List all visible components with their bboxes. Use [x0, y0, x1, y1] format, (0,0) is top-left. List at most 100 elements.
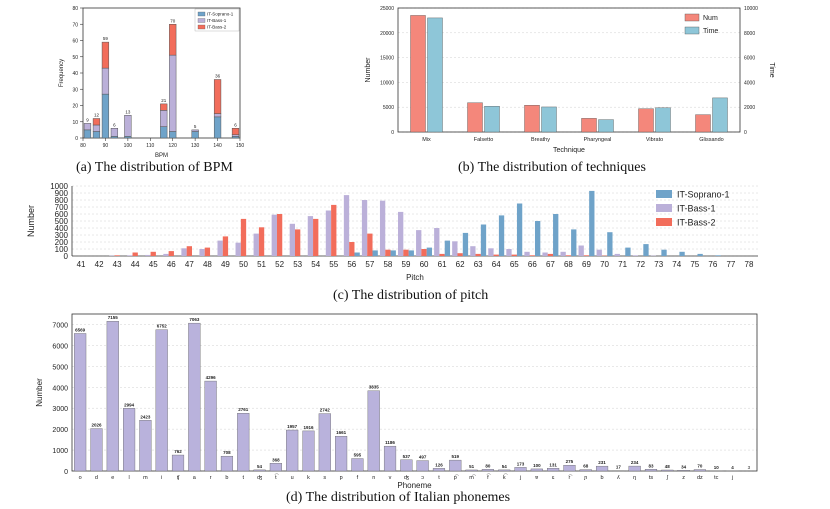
phoneme-bar-label: 2423	[140, 414, 151, 419]
x-tick-label: 140	[213, 143, 222, 149]
x-tick-label: z	[682, 475, 685, 481]
x-tick-label: 49	[221, 260, 230, 269]
bpm-bar-it-soprano-1	[160, 126, 168, 139]
x-tick-label: 55	[329, 260, 338, 269]
x-tick-label: 77	[726, 260, 735, 269]
x-tick-label: ts	[649, 475, 654, 481]
x-tick-label: t	[242, 475, 244, 481]
x-tick-label: m͡	[469, 474, 476, 481]
x-tick-label: ʤ	[257, 475, 262, 481]
phoneme-bar	[269, 463, 282, 472]
x-tick-label: e	[111, 475, 114, 481]
pitch-bar-it-bass-1	[307, 216, 314, 256]
time-bar	[427, 17, 443, 133]
x-tick-label: 80	[80, 143, 86, 149]
pitch-bar-it-bass-2	[295, 229, 301, 256]
phoneme-bar-label: 231	[598, 460, 606, 465]
phoneme-bar-label: 83	[648, 463, 654, 468]
phoneme-bar	[661, 469, 674, 472]
phoneme-bar	[383, 445, 397, 472]
bpm-panel: 0 10 20 30 40 50 60 70 80 80 90 100 110 120 130 140 150 B…	[55, 0, 250, 160]
x-tick-label: ɲ	[583, 475, 587, 481]
pitch-bar-it-bass-2	[150, 251, 156, 256]
pitch-bar-it-bass-1	[379, 200, 386, 256]
pitch-bar-it-soprano-1	[715, 255, 721, 256]
phoneme-bar-label: 497	[419, 455, 427, 460]
pitch-bar-it-bass-1	[452, 241, 458, 256]
pitch-bar-it-bass-2	[331, 204, 337, 256]
phoneme-bar	[677, 470, 690, 472]
phoneme-bar	[498, 469, 511, 472]
pitch-bar-it-soprano-1	[643, 244, 649, 256]
x-tick-label: 110	[146, 143, 154, 149]
y-tick-label: 600	[55, 210, 69, 219]
pitch-bar-it-bass-2	[475, 253, 481, 256]
phoneme-bar	[432, 468, 446, 472]
pitch-bar-it-bass-1	[271, 214, 277, 256]
phoneme-bar	[693, 469, 706, 472]
x-tick-label: 45	[149, 260, 158, 269]
bpm-bar-label: 13	[125, 109, 131, 114]
pitch-bar-it-bass-2	[547, 253, 554, 256]
phoneme-bar	[139, 420, 152, 472]
pitch-bar-it-bass-1	[506, 249, 512, 256]
pitch-bar-it-soprano-1	[534, 221, 541, 256]
y-tick-label: 0	[391, 130, 394, 136]
pitch-bar-it-soprano-1	[553, 214, 559, 256]
phoneme-bar	[335, 436, 348, 472]
pitch-bar-it-soprano-1	[426, 247, 432, 256]
num-bar	[524, 105, 540, 133]
bpm-bar-it-bass-2	[92, 118, 101, 126]
pitch-bar-it-bass-2	[403, 249, 409, 256]
x-tick-label: o	[79, 475, 82, 481]
phoneme-bar-label: 2026	[91, 423, 102, 428]
x-tick-label: 56	[347, 260, 356, 269]
x-tick-label: tc	[714, 475, 719, 481]
y-axis-label: Number	[365, 57, 372, 83]
phoneme-bar-label: 6752	[157, 324, 168, 329]
bpm-bar-it-soprano-1	[213, 116, 222, 139]
pitch-bar-it-bass-2	[222, 236, 229, 256]
bpm-bar-it-bass-1	[92, 124, 101, 132]
x-tick-label: 100	[124, 143, 133, 149]
pitch-bar-it-soprano-1	[354, 252, 360, 256]
x-tick-label: ʃ	[666, 475, 669, 481]
plot-frame	[397, 7, 741, 133]
bpm-bar-it-soprano-1	[191, 131, 199, 139]
x-tick-label: 69	[582, 260, 591, 269]
phoneme-bar	[204, 380, 217, 472]
phoneme-bar	[106, 321, 119, 472]
phoneme-bar	[367, 390, 380, 472]
pitch-bar-it-soprano-1	[390, 250, 396, 256]
y-tick-label: 20000	[380, 31, 394, 37]
pitch-bar-it-bass-1	[181, 248, 187, 256]
bpm-bar-it-bass-1	[83, 123, 92, 131]
phoneme-bar	[318, 413, 331, 472]
phoneme-bar-label: 68	[583, 464, 589, 469]
pitch-bar-it-bass-1	[145, 254, 151, 256]
x-tick-label: i	[161, 475, 162, 481]
pitch-bar-it-bass-1	[416, 230, 422, 256]
phoneme-bar-label: 4296	[206, 375, 217, 380]
phoneme-bar-label: 595	[354, 453, 362, 458]
x-tick-label: v	[389, 475, 392, 481]
x-tick-label: b	[601, 475, 604, 481]
phoneme-bar-label: 80	[485, 463, 491, 468]
phoneme-bar	[628, 465, 641, 472]
x-tick-label: 54	[311, 260, 320, 269]
y2-tick-label: 0	[744, 130, 747, 136]
x-tick-label: 76	[708, 260, 717, 269]
legend-label: Num	[703, 15, 718, 22]
bpm-bar-label: 59	[103, 36, 109, 41]
bpm-bar-it-bass-1	[191, 129, 199, 132]
pitch-bar-it-bass-1	[253, 233, 259, 256]
legend-swatch	[656, 204, 672, 212]
x-tick-label: 72	[636, 260, 645, 269]
y-tick-label: 10000	[380, 80, 394, 86]
bpm-bar-label: 6	[113, 122, 116, 127]
x-tick-label: ɛ	[552, 475, 555, 481]
y-tick-label: 1000	[52, 448, 68, 455]
x-tick-label: 71	[618, 260, 627, 269]
x-tick-label: 52	[275, 260, 284, 269]
phoneme-bar-label: 2742	[320, 408, 331, 413]
